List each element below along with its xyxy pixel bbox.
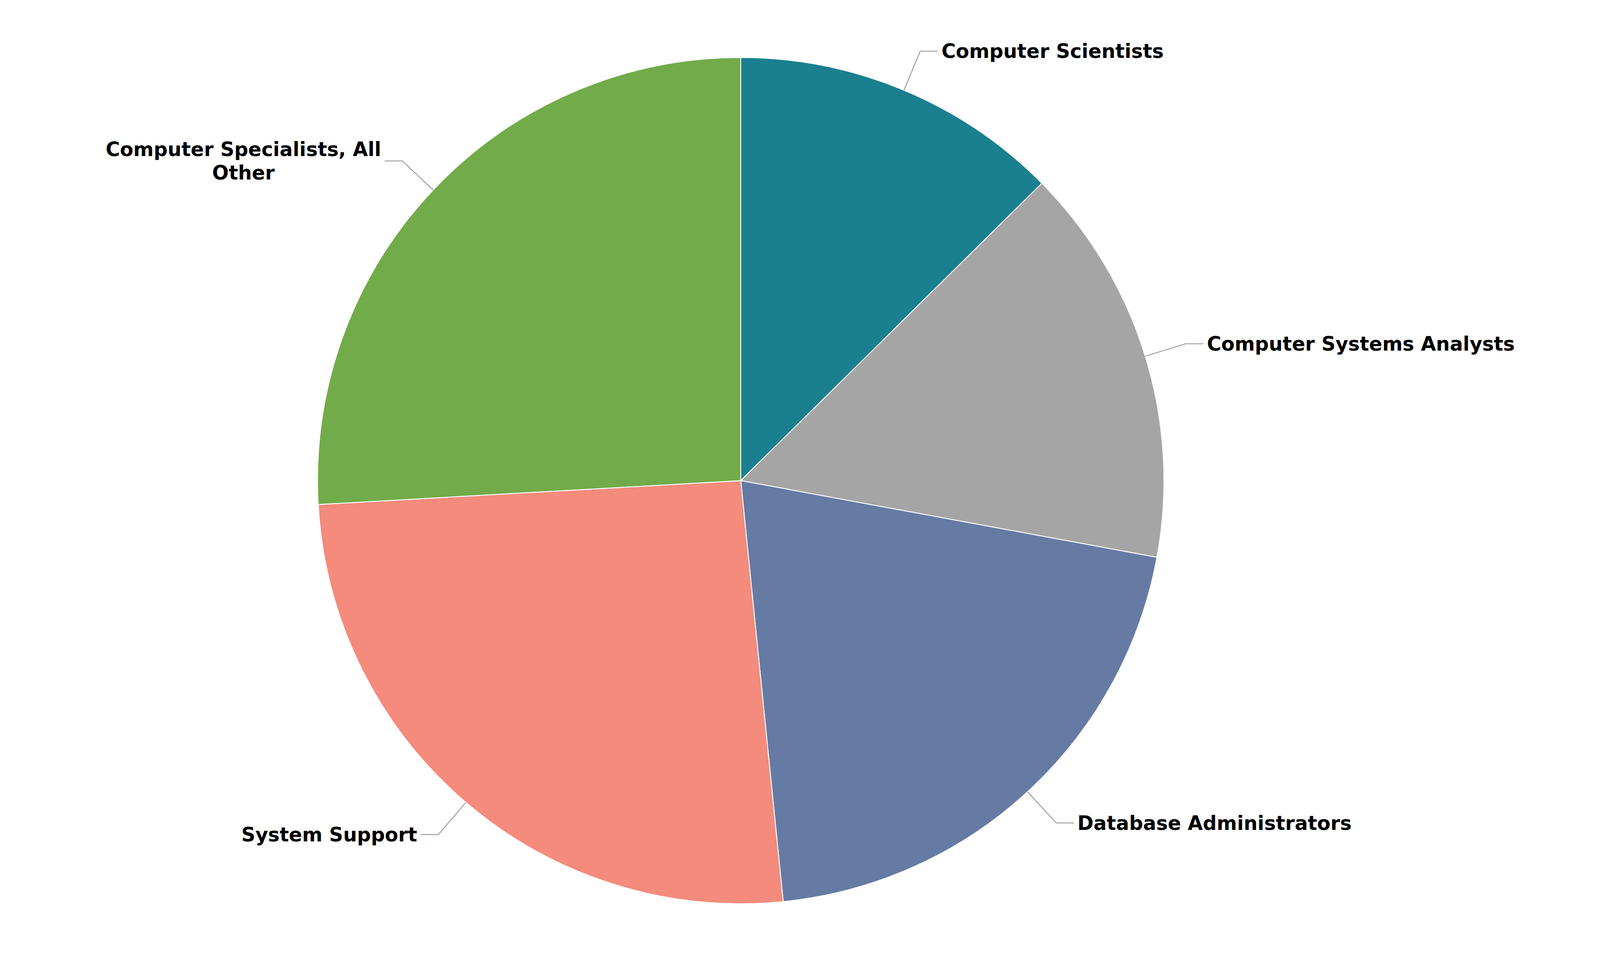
slice-label-line: Database Administrators [1077, 811, 1352, 835]
slice-label-line: Computer Systems Analysts [1206, 332, 1515, 356]
slice-label-line: Computer Scientists [941, 39, 1164, 63]
pie [317, 57, 1164, 904]
leader-line [1027, 792, 1075, 823]
slice-label: Computer Scientists [941, 39, 1164, 63]
labels: Computer Scientists Computer Systems Anal… [105, 39, 1515, 846]
slice-label-line: Other [212, 161, 276, 184]
leader-line [1145, 343, 1204, 356]
slice-label: Computer Systems Analysts [1206, 332, 1515, 356]
slice-label: Database Administrators [1077, 811, 1352, 835]
chart-root: Computer Scientists Computer Systems Anal… [0, 0, 1600, 963]
pie-slice [740, 480, 1157, 902]
leader-line [420, 802, 466, 835]
leader-line [903, 51, 938, 91]
leader-line [384, 160, 434, 191]
slice-label-line: Computer Specialists, All [105, 137, 382, 161]
slice-label: System Support [241, 823, 418, 846]
pie-slice [317, 57, 741, 505]
slice-label: Computer Specialists, AllOther [105, 137, 382, 184]
slice-label-line: System Support [241, 823, 418, 846]
